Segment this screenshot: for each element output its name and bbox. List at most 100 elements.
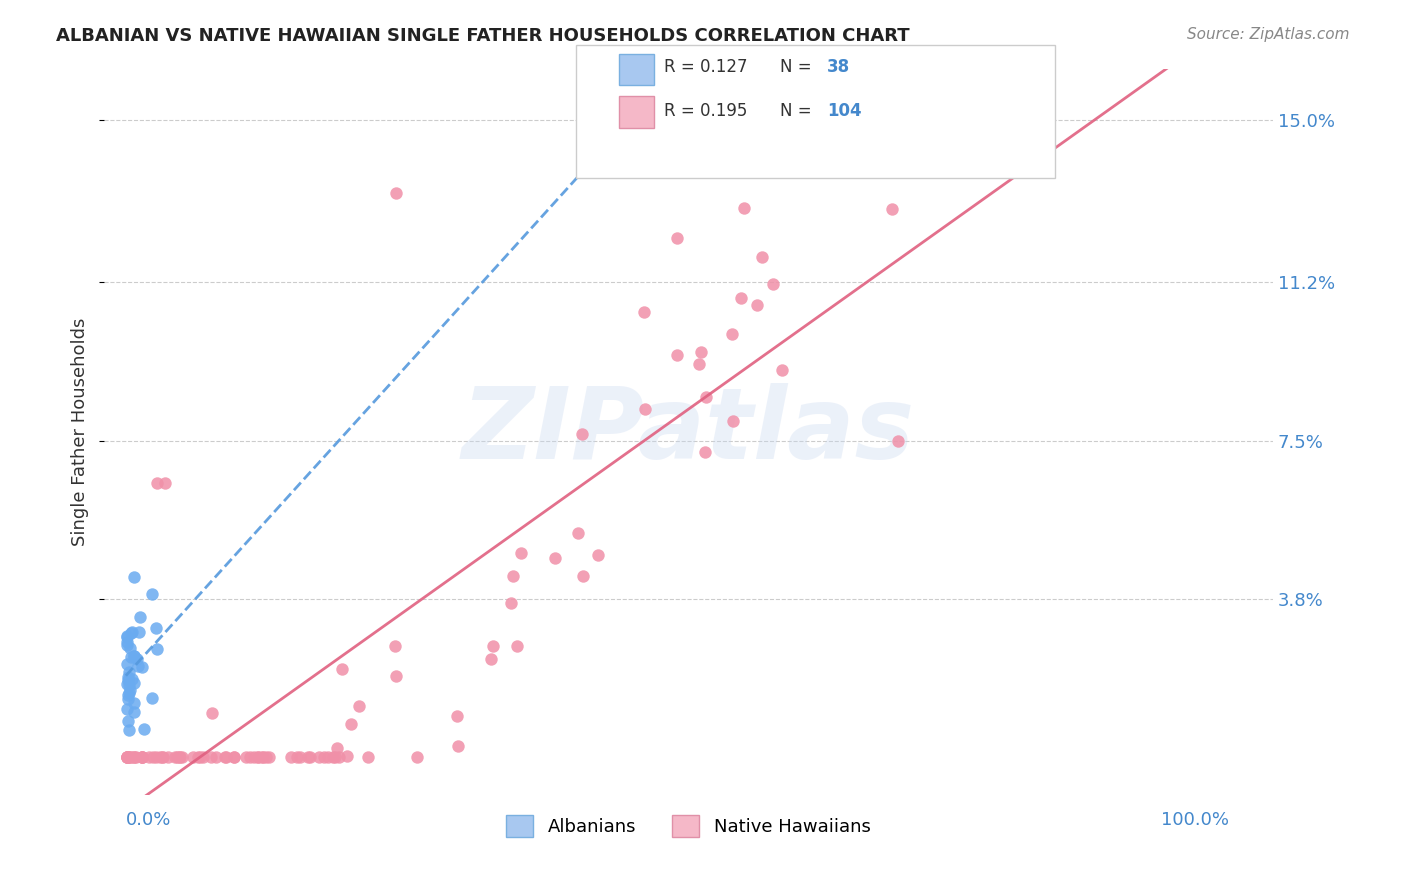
Point bbox=[141, 691, 163, 706]
Point bbox=[316, 750, 339, 764]
Point bbox=[721, 414, 744, 428]
Point bbox=[118, 750, 141, 764]
Point bbox=[122, 570, 145, 584]
Point bbox=[117, 673, 139, 688]
Text: R = 0.127: R = 0.127 bbox=[664, 58, 747, 76]
Text: R = 0.195: R = 0.195 bbox=[664, 103, 747, 120]
Point bbox=[280, 750, 302, 764]
Point bbox=[510, 546, 533, 560]
Point bbox=[200, 750, 222, 764]
Point bbox=[169, 750, 191, 764]
Point bbox=[152, 750, 174, 764]
Point bbox=[336, 748, 359, 763]
Point bbox=[131, 750, 153, 764]
Point bbox=[323, 750, 346, 764]
Point bbox=[121, 672, 143, 686]
Point bbox=[117, 688, 139, 702]
Point bbox=[163, 750, 186, 764]
Point bbox=[349, 699, 371, 714]
Point bbox=[446, 709, 468, 723]
Text: 0.0%: 0.0% bbox=[127, 812, 172, 830]
Point bbox=[145, 621, 167, 635]
Point bbox=[118, 665, 141, 679]
Point bbox=[166, 750, 188, 764]
Point bbox=[125, 652, 148, 666]
Point bbox=[238, 750, 260, 764]
Point bbox=[129, 610, 152, 624]
Point bbox=[149, 750, 172, 764]
Point bbox=[254, 750, 277, 764]
Point bbox=[117, 670, 139, 684]
Text: N =: N = bbox=[780, 58, 811, 76]
Point bbox=[205, 750, 228, 764]
Point bbox=[131, 750, 153, 764]
Point bbox=[730, 291, 752, 305]
Point bbox=[695, 390, 717, 404]
Point bbox=[115, 750, 138, 764]
Point bbox=[117, 635, 139, 649]
Point bbox=[690, 345, 713, 359]
Point bbox=[121, 624, 143, 639]
Point bbox=[115, 657, 138, 671]
Point bbox=[695, 444, 717, 458]
Point bbox=[586, 549, 609, 563]
Point bbox=[326, 741, 349, 756]
Point bbox=[502, 568, 524, 582]
Point bbox=[193, 750, 215, 764]
Point bbox=[170, 750, 193, 764]
Point bbox=[214, 750, 236, 764]
Point bbox=[115, 677, 138, 691]
Point bbox=[118, 682, 141, 697]
Point bbox=[243, 750, 266, 764]
Point bbox=[118, 686, 141, 700]
Point bbox=[146, 476, 169, 491]
Point bbox=[122, 706, 145, 720]
Point bbox=[115, 639, 138, 653]
Point bbox=[188, 750, 211, 764]
Text: ZIPatlas: ZIPatlas bbox=[461, 384, 915, 481]
Point bbox=[246, 750, 269, 764]
Point bbox=[285, 750, 308, 764]
Point bbox=[122, 648, 145, 663]
Point bbox=[146, 642, 169, 657]
Text: N =: N = bbox=[780, 103, 811, 120]
Point bbox=[298, 750, 321, 764]
Point bbox=[747, 298, 769, 312]
Point bbox=[115, 630, 138, 644]
Point bbox=[125, 750, 148, 764]
Text: 100.0%: 100.0% bbox=[1161, 812, 1229, 830]
Point bbox=[384, 639, 406, 653]
Point bbox=[222, 750, 245, 764]
Point bbox=[250, 750, 273, 764]
Point bbox=[117, 714, 139, 728]
Point bbox=[115, 629, 138, 643]
Point bbox=[117, 750, 139, 764]
Point bbox=[122, 676, 145, 690]
Point bbox=[138, 750, 160, 764]
Point bbox=[122, 696, 145, 710]
Point bbox=[117, 692, 139, 706]
Point bbox=[665, 231, 688, 245]
Point bbox=[308, 750, 330, 764]
Legend: Albanians, Native Hawaiians: Albanians, Native Hawaiians bbox=[499, 808, 877, 845]
Point bbox=[235, 750, 257, 764]
Point bbox=[330, 662, 353, 676]
Point bbox=[132, 722, 155, 736]
Point bbox=[131, 750, 153, 764]
Point bbox=[115, 750, 138, 764]
Point bbox=[312, 750, 335, 764]
Point bbox=[127, 658, 149, 673]
Point bbox=[145, 750, 167, 764]
Point bbox=[115, 701, 138, 715]
Point bbox=[733, 202, 755, 216]
Point bbox=[385, 669, 408, 683]
Point bbox=[131, 660, 153, 674]
Point bbox=[252, 750, 274, 764]
Y-axis label: Single Father Households: Single Father Households bbox=[72, 318, 89, 546]
Point bbox=[751, 250, 773, 264]
Point bbox=[128, 625, 150, 640]
Point bbox=[224, 750, 246, 764]
Point bbox=[259, 750, 281, 764]
Point bbox=[688, 357, 710, 371]
Point bbox=[120, 750, 142, 764]
